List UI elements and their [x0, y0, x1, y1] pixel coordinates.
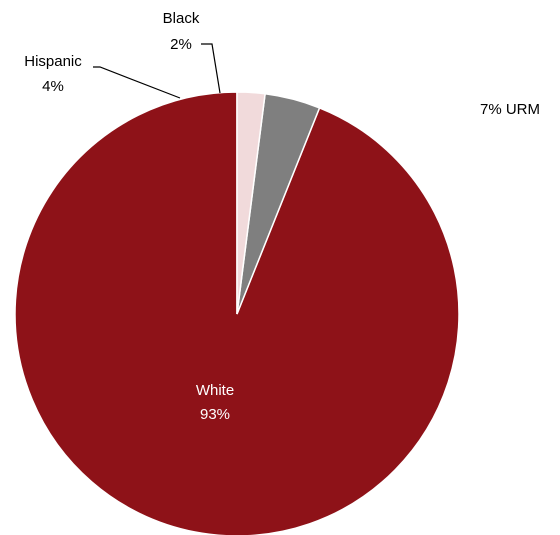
slice-label-hispanic-name: Hispanic [24, 53, 82, 70]
pie-slice-black [236, 91, 266, 315]
urm-annotation: 7% URM [480, 101, 540, 118]
slice-label-white-value: 93% [200, 406, 230, 423]
slice-label-white-name: White [196, 382, 234, 399]
pie-slices [14, 91, 460, 535]
slice-label-hispanic-value: 4% [42, 78, 64, 95]
leader-line-black [201, 43, 221, 94]
slice-label-black-value: 2% [170, 36, 192, 53]
leader-line-hispanic [93, 66, 181, 99]
slice-labels: White 93% Hispanic 4% Black 2% [24, 10, 234, 423]
leader-lines [93, 43, 221, 99]
slice-label-black-name: Black [163, 10, 200, 27]
